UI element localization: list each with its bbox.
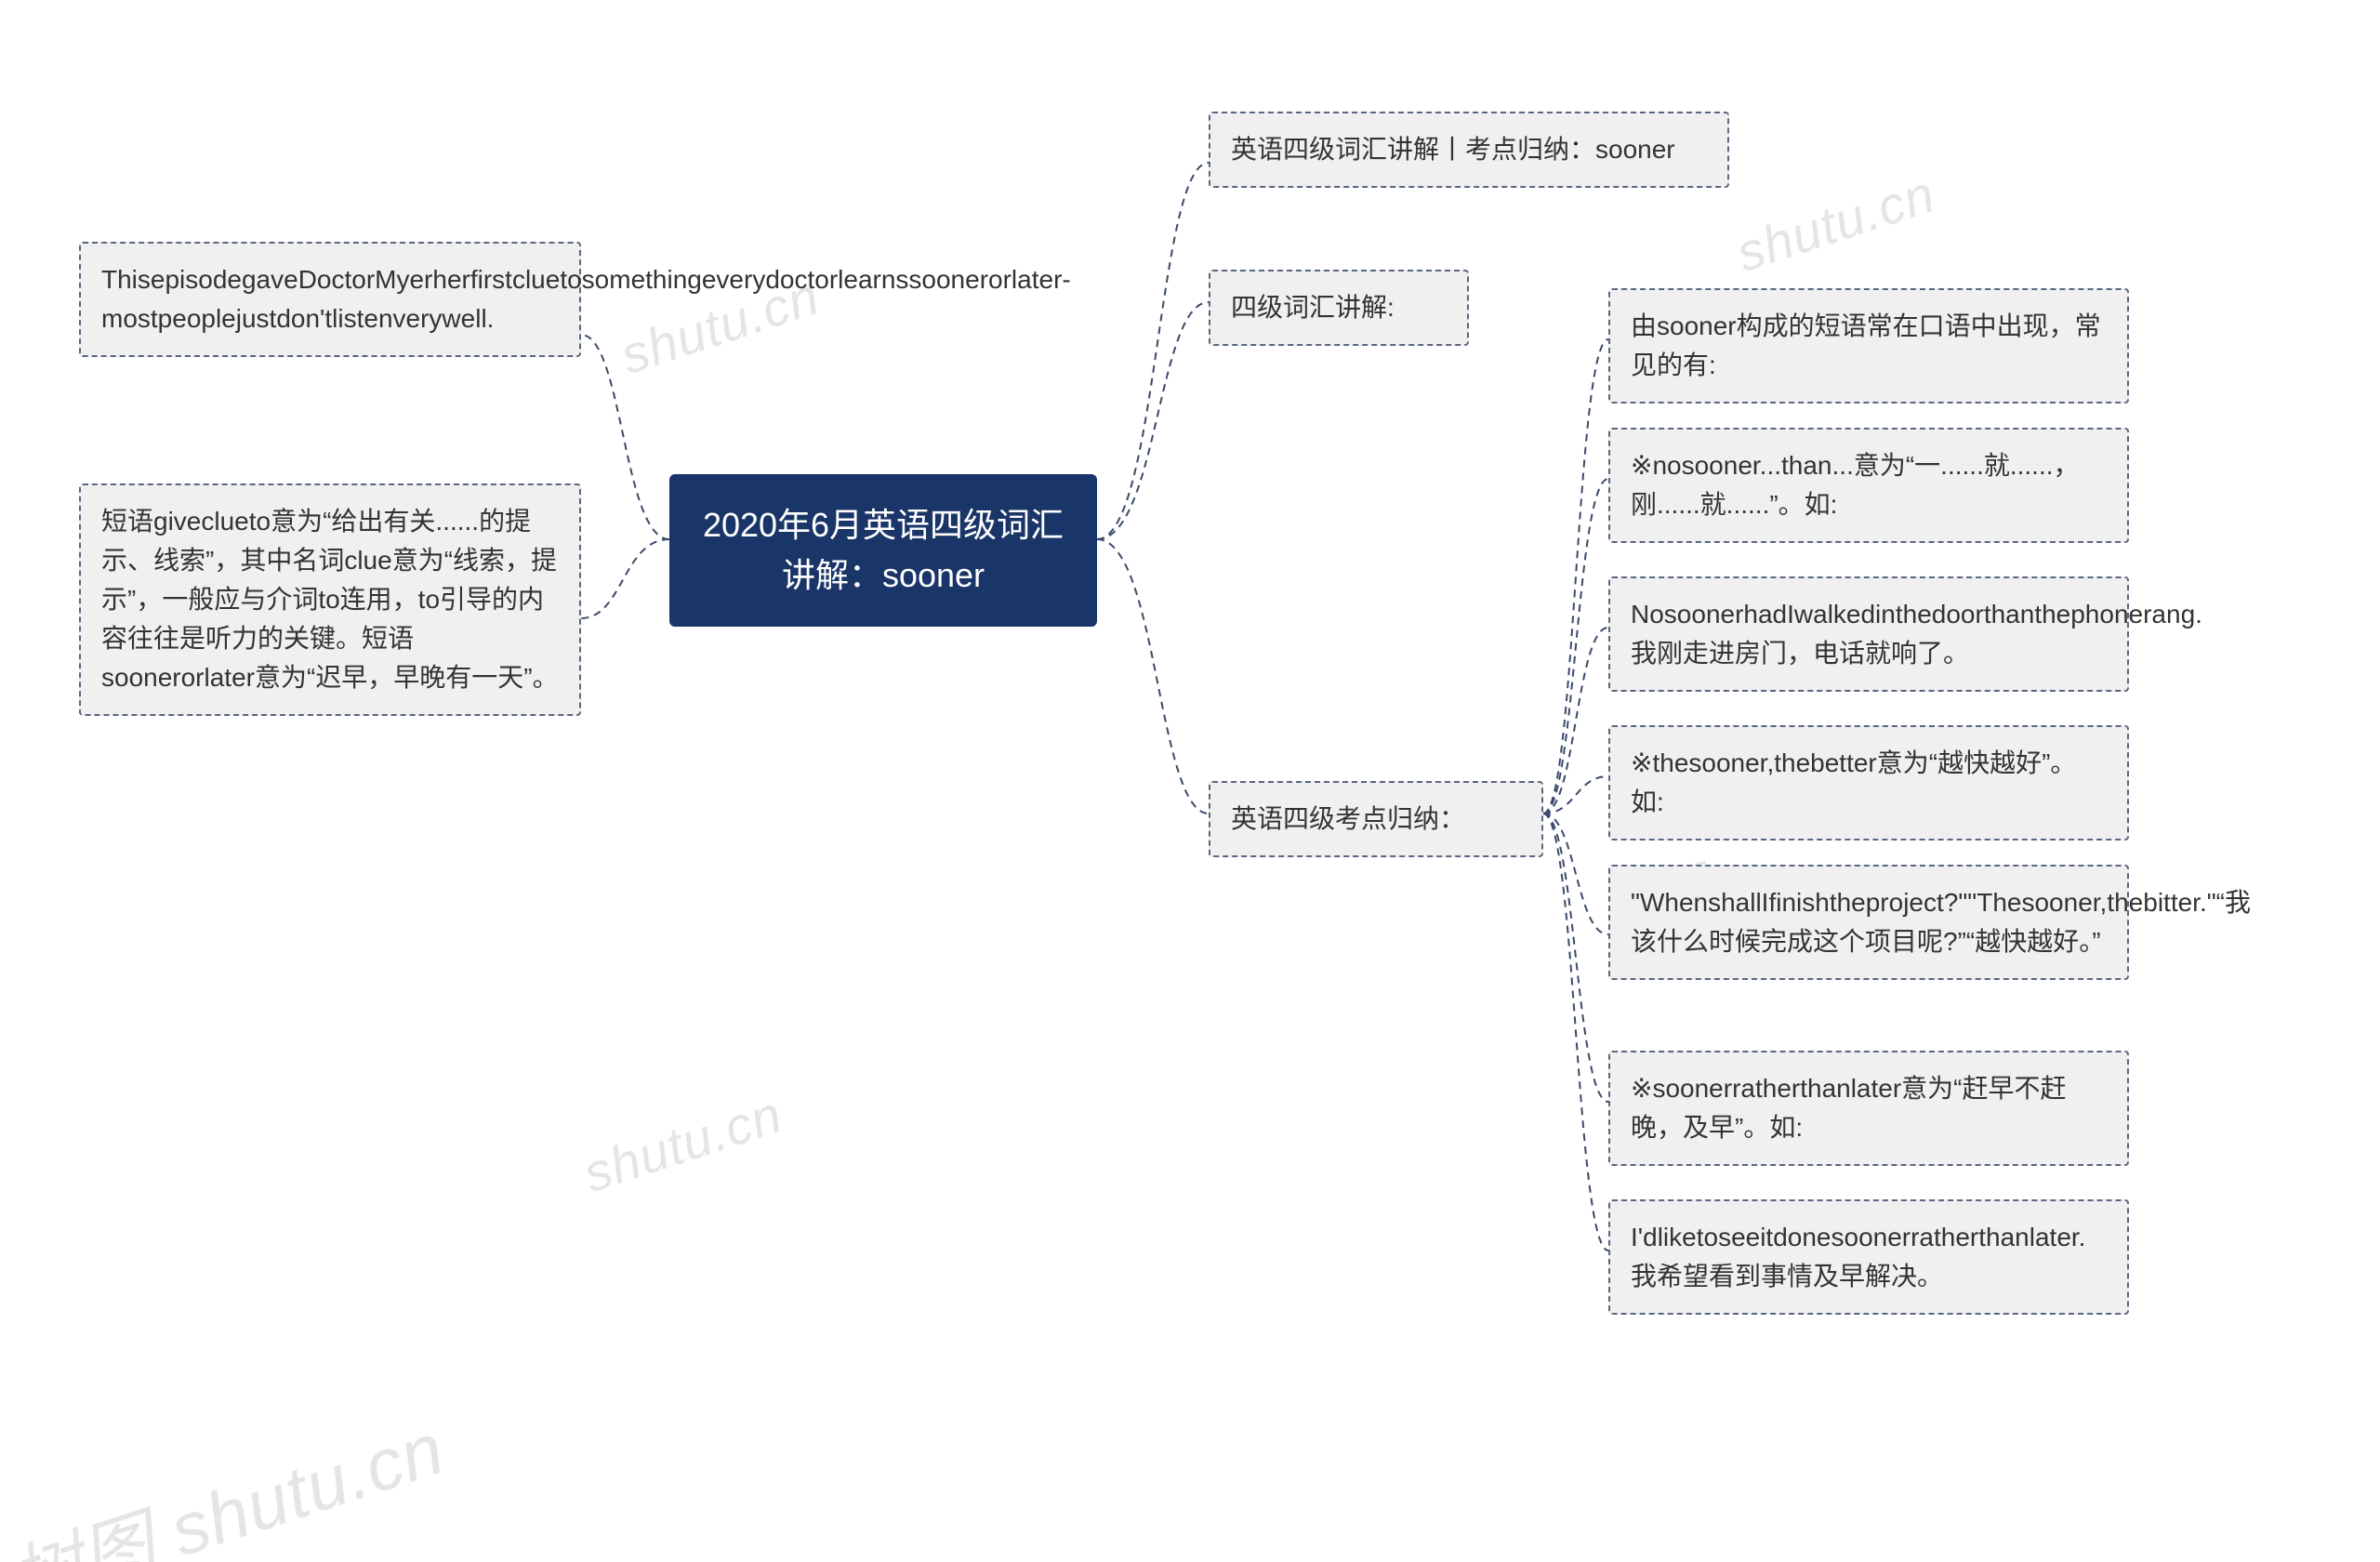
- right-child-e: "WhenshallIfinishtheproject?""Thesooner,…: [1608, 865, 2129, 980]
- right-node-3: 英语四级考点归纳：: [1209, 781, 1543, 857]
- watermark: shutu.cn: [576, 1083, 789, 1204]
- right-node-1: 英语四级词汇讲解丨考点归纳：sooner: [1209, 112, 1729, 188]
- root-node: 2020年6月英语四级词汇讲解：sooner: [669, 474, 1097, 627]
- watermark: shutu.cn: [1729, 163, 1942, 284]
- right-child-d: ※thesooner,thebetter意为“越快越好”。如:: [1608, 725, 2129, 841]
- right-child-b: ※nosooner...than...意为“一......就......，刚..…: [1608, 428, 2129, 543]
- left-node-2: 短语giveclueto意为“给出有关......的提示、线索”，其中名词clu…: [79, 483, 581, 716]
- right-child-g: I'dliketoseeitdonesoonerratherthanlater.…: [1608, 1199, 2129, 1315]
- right-node-2: 四级词汇讲解:: [1209, 270, 1469, 346]
- watermark: 树图 shutu.cn: [0, 1391, 456, 1562]
- right-child-c: NosoonerhadIwalkedinthedoorthanthephoner…: [1608, 576, 2129, 692]
- left-node-1: ThisepisodegaveDoctorMyerherfirstcluetos…: [79, 242, 581, 357]
- right-child-a: 由sooner构成的短语常在口语中出现，常见的有:: [1608, 288, 2129, 404]
- right-child-f: ※soonerratherthanlater意为“赶早不赶晚，及早”。如:: [1608, 1051, 2129, 1166]
